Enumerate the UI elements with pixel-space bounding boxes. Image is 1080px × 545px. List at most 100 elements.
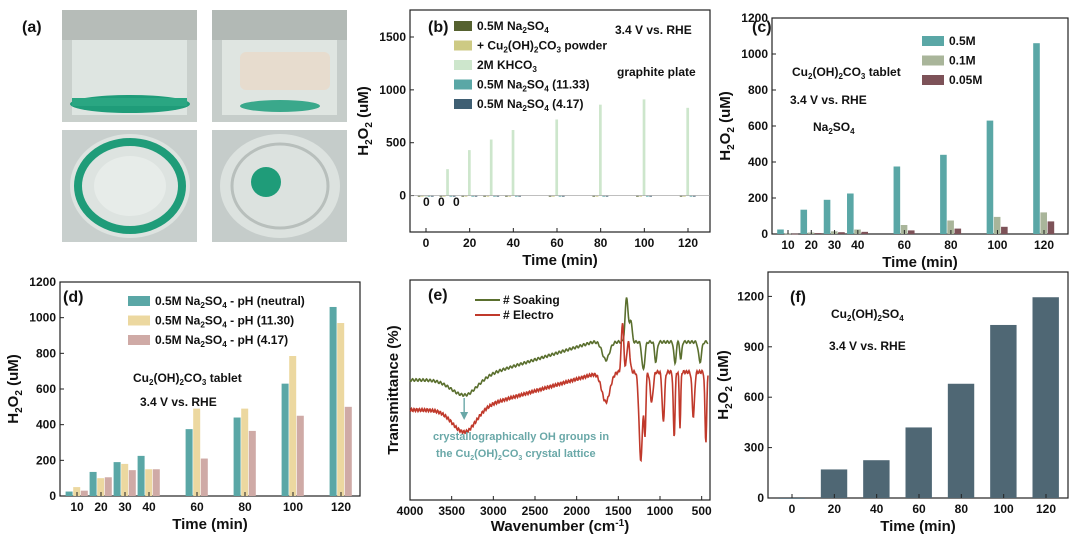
x-tick-label: 80 (944, 238, 958, 252)
bar (73, 487, 81, 496)
panel-e-label: (e) (428, 287, 448, 304)
bar (893, 166, 901, 234)
x-tick-label: 20 (94, 500, 108, 514)
panel-c-chart: (c) 0 200 400 600 800 1000 1200 10 20 30 40 60 80 100… (717, 11, 1069, 271)
bar (990, 324, 1017, 498)
bar (947, 220, 954, 234)
y-tick-label: 1200 (737, 289, 764, 303)
bar (605, 195, 609, 197)
bar (548, 195, 552, 197)
bar (518, 195, 521, 197)
panel-c-tablet-note: Cu2(OH)2CO3 tablet (792, 65, 901, 81)
bar (200, 458, 208, 496)
bar (777, 229, 784, 234)
bar (121, 463, 129, 496)
bar (778, 498, 805, 499)
bar (452, 195, 456, 197)
bar (128, 470, 136, 496)
x-tick-label: 40 (870, 502, 884, 516)
bar (1047, 221, 1055, 234)
x-axis-label: Time (min) (172, 516, 248, 533)
bar (602, 195, 606, 197)
x-tick-label: 120 (331, 500, 351, 514)
bar (907, 230, 915, 234)
x-tick-label: 60 (190, 500, 204, 514)
bar (185, 429, 193, 497)
panel-b-zero-label: 0 (423, 195, 430, 209)
x-tick-label: 120 (1034, 238, 1054, 252)
legend-label: 2M KHCO3 (477, 58, 537, 74)
bar (439, 195, 443, 197)
y-tick-label: 300 (744, 441, 764, 455)
x-tick-label: 2000 (563, 504, 590, 518)
bar (152, 469, 160, 496)
bar (427, 195, 431, 197)
legend-swatch (454, 99, 472, 109)
y-axis-label: H2O2 (uM) (355, 86, 375, 155)
bar (838, 232, 845, 234)
x-tick-label: 120 (678, 236, 698, 250)
annotation-text-line1: crystallographically OH groups in (433, 431, 609, 443)
panel-d-chart: (d) 0 200 400 600 800 1000 1200 10 20 30 40 60 80 100… (5, 275, 361, 533)
x-tick-label: 100 (994, 502, 1014, 516)
panel-b-zero-label: 0 (438, 195, 445, 209)
bar (89, 471, 97, 496)
x-tick-label: 4000 (397, 504, 424, 518)
bar (861, 231, 869, 234)
x-axis-label: Time (min) (522, 252, 598, 269)
legend-swatch (922, 55, 944, 66)
bar (471, 195, 475, 197)
legend-swatch (454, 21, 472, 31)
x-tick-label: 80 (955, 502, 969, 516)
legend-label: 0.5M (949, 34, 976, 48)
y-tick-label: 1200 (29, 275, 56, 289)
y-tick-label: 0 (49, 489, 56, 503)
bar (424, 195, 428, 197)
bar (900, 225, 908, 234)
y-tick-label: 900 (744, 340, 764, 354)
beaker-top-view-tablet-icon (212, 130, 347, 242)
x-tick-label: 40 (507, 236, 521, 250)
bar (940, 154, 947, 234)
legend-swatch (922, 36, 944, 46)
x-tick-label: 0 (423, 236, 430, 250)
bar (468, 150, 471, 196)
panel-f-voltage-note: 3.4 V vs. RHE (829, 339, 906, 353)
bar (430, 195, 434, 197)
legend-label-soaking: # Soaking (503, 293, 560, 307)
bar (421, 195, 424, 197)
panel-b-zero-label: 0 (453, 195, 460, 209)
y-axis-label: Transmittance (%) (385, 325, 402, 454)
x-tick-label: 60 (898, 238, 912, 252)
bar (505, 195, 508, 197)
bar (645, 195, 649, 197)
x-tick-label: 20 (463, 236, 477, 250)
bar (800, 209, 808, 234)
panel-f-label: (f) (790, 289, 806, 306)
panel-d-label: (d) (63, 289, 83, 306)
panel-a-photos: (a) (22, 10, 347, 242)
x-axis-label: Time (min) (882, 254, 958, 271)
y-tick-label: 1000 (379, 83, 406, 97)
bar (289, 356, 297, 496)
y-tick-label: 800 (36, 346, 56, 360)
y-tick-label: 0 (757, 491, 764, 505)
y-tick-label: 0 (399, 189, 406, 203)
x-tick-label: 10 (781, 238, 795, 252)
y-tick-label: 1000 (29, 311, 56, 325)
bar (686, 107, 690, 196)
bar (791, 233, 799, 235)
bar (493, 195, 496, 197)
y-tick-label: 200 (36, 453, 56, 467)
bar (847, 193, 854, 234)
bar (193, 408, 201, 496)
bar (281, 383, 289, 496)
bar (329, 306, 337, 496)
arrow-head (460, 412, 469, 420)
x-axis-label: Wavenumber (cm-1) (491, 518, 629, 535)
y-tick-label: 200 (748, 191, 768, 205)
bar (692, 195, 696, 197)
soaking-spectrum-line (409, 297, 709, 397)
bar (1040, 212, 1047, 234)
